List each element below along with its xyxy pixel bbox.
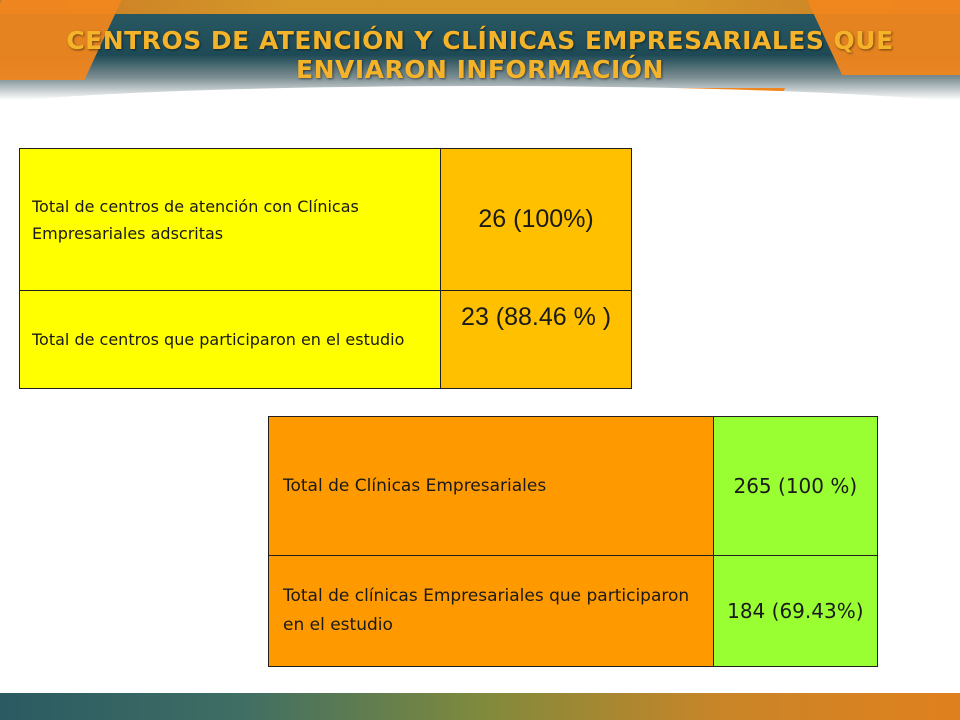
table-row: Total de Clínicas Empresariales 265 (100… bbox=[268, 416, 879, 556]
table-row: Total de centros de atención con Clínica… bbox=[18, 148, 632, 291]
row-label: Total de Clínicas Empresariales bbox=[268, 416, 714, 556]
row-label: Total de centros de atención con Clínica… bbox=[18, 148, 442, 291]
row-label: Total de centros que participaron en el … bbox=[18, 290, 442, 389]
table-row: Total de centros que participaron en el … bbox=[18, 290, 632, 389]
row-label: Total de clínicas Empresariales que part… bbox=[268, 555, 714, 667]
row-value: 23 (88.46 % ) bbox=[440, 290, 632, 389]
row-value: 184 (69.43%) bbox=[712, 555, 879, 667]
header-white-curve bbox=[0, 86, 960, 100]
table-row: Total de clínicas Empresariales que part… bbox=[268, 555, 879, 667]
table-centros: Total de centros de atención con Clínica… bbox=[18, 148, 632, 389]
header-top-stripe bbox=[0, 0, 960, 14]
slide-header bbox=[0, 0, 960, 100]
header-background bbox=[0, 0, 960, 100]
slide-title: CENTROS DE ATENCIÓN Y CLÍNICAS EMPRESARI… bbox=[66, 26, 894, 84]
footer-gradient-bar bbox=[0, 693, 960, 720]
row-value: 265 (100 %) bbox=[712, 416, 879, 556]
table-clinicas: Total de Clínicas Empresariales 265 (100… bbox=[268, 416, 879, 667]
row-value: 26 (100%) bbox=[440, 148, 632, 291]
